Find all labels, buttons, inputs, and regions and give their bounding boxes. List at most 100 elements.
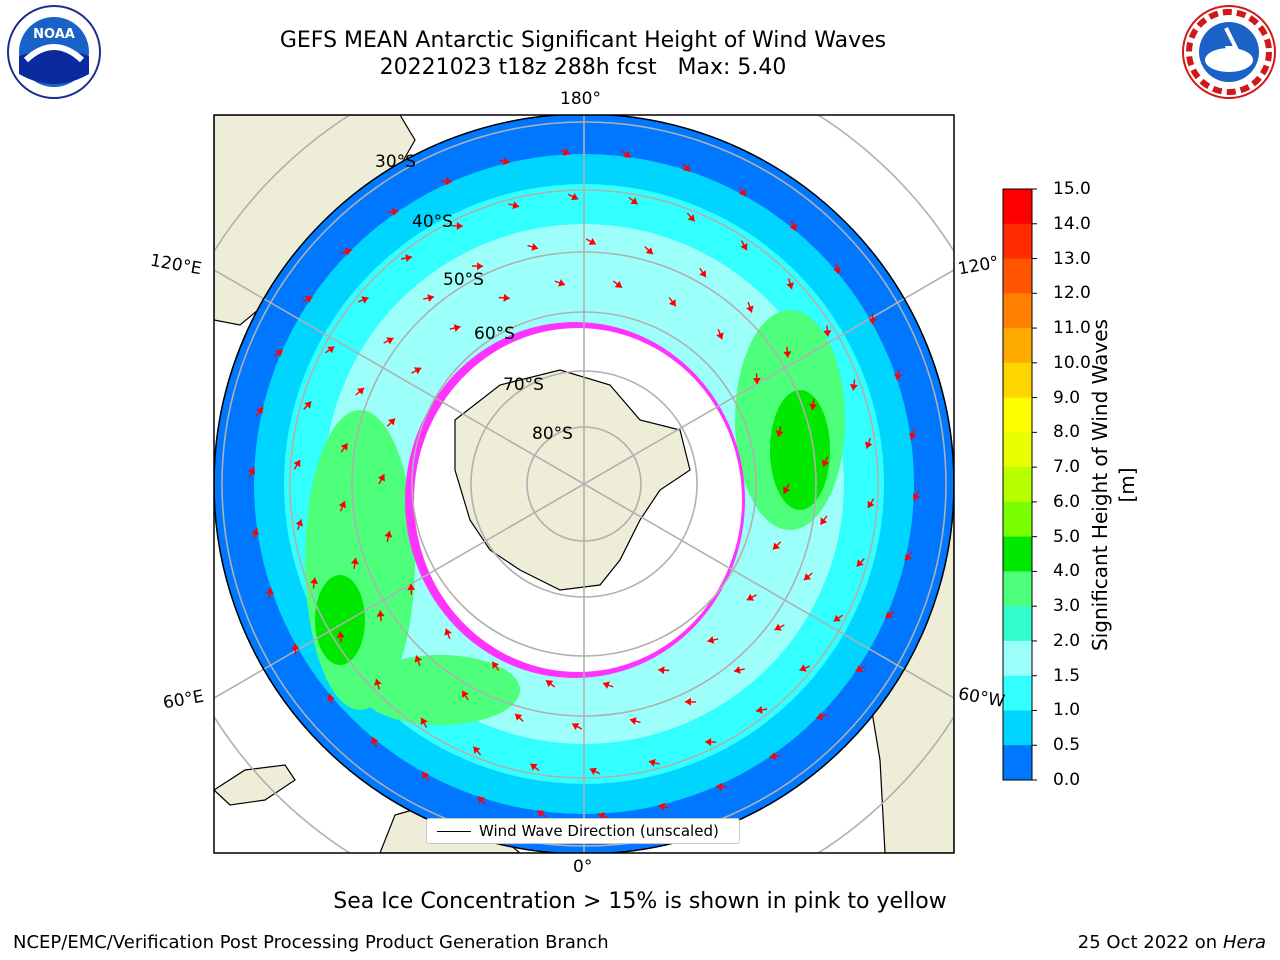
wave-zone-4p0-5p0-west	[315, 575, 365, 665]
colorbar-bin	[1003, 640, 1032, 677]
wave-direction-arrow-head	[756, 706, 763, 714]
colorbar-bin	[1003, 223, 1032, 260]
wave-direction-arrow-head	[478, 796, 486, 804]
lat-label-80s: 80°S	[532, 424, 573, 444]
wave-direction-arrow-head	[571, 193, 579, 201]
wave-direction-arrow-head	[752, 377, 761, 385]
colorbar-outline	[1002, 188, 1033, 781]
wave-direction-arrow-head	[833, 614, 841, 622]
wave-direction-arrow-head	[386, 337, 394, 345]
wave-direction-arrow-head	[589, 767, 597, 775]
footer-credit: NCEP/EMC/Verification Post Processing Pr…	[13, 932, 609, 953]
colorbar-tick-label: 2.0	[1053, 630, 1081, 651]
wave-direction-arrow-head	[772, 542, 780, 550]
wave-direction-arrow-head	[376, 610, 385, 617]
colorbar-tick-label: 1.5	[1053, 665, 1081, 686]
wave-direction-arrow-head	[716, 782, 723, 791]
wave-direction-arrow-head	[338, 501, 347, 509]
wave-direction-arrow-head	[904, 553, 912, 561]
wave-direction-arrow-head	[821, 459, 830, 467]
wave-direction-arrow-head	[392, 208, 399, 216]
colorbar-bin	[1003, 293, 1032, 329]
chart-title: GEFS MEAN Antarctic Significant Height o…	[279, 28, 887, 53]
lat-label-60s: 60°S	[474, 324, 515, 344]
wave-direction-arrow-head	[868, 318, 877, 325]
colorbar-tick-label: 10.0	[1053, 352, 1091, 373]
wave-direction-arrow-head	[645, 247, 653, 255]
lat-label-30s: 30°S	[375, 152, 416, 172]
wave-direction-arrow-head	[820, 517, 828, 525]
wave-direction-arrow-head	[738, 189, 746, 197]
colorbar-bin	[1003, 467, 1032, 503]
wave-direction-arrow-head	[630, 197, 638, 205]
wave-direction-arrow-head	[783, 351, 792, 358]
wave-direction-arrow-head	[682, 164, 690, 172]
wave-direction-arrow-head	[799, 664, 807, 672]
colorbar-bin	[1003, 745, 1032, 781]
wave-direction-arrow-head	[291, 643, 300, 650]
wave-direction-arrow-head	[816, 712, 824, 720]
wave-direction-arrow-head	[598, 812, 606, 820]
noaa-logo-text: NOAA	[33, 27, 75, 42]
wave-direction-arrow-head	[786, 282, 794, 290]
wave-direction-arrow-head	[377, 474, 385, 482]
wave-direction-arrow-head	[502, 157, 510, 166]
lat-label-50s: 50°S	[443, 270, 484, 290]
wave-direction-arrow-head	[716, 332, 724, 340]
wave-direction-arrow-head	[304, 401, 312, 409]
antarctica-land	[454, 369, 691, 591]
legend-line-swatch	[437, 830, 471, 832]
wave-direction-arrow-head	[336, 631, 345, 638]
colorbar-bin	[1003, 258, 1032, 294]
wave-direction-arrow-head	[537, 810, 545, 818]
wave-direction-arrow-head	[251, 528, 259, 536]
wave-direction-arrow-head	[775, 430, 784, 437]
colorbar-bin	[1003, 606, 1032, 642]
wave-direction-arrow-head	[295, 519, 304, 527]
wave-direction-arrow-head	[789, 223, 797, 231]
wave-direction-arrow-head	[248, 467, 255, 475]
wave-direction-arrow-head	[293, 460, 301, 468]
map-frame	[213, 114, 955, 854]
wave-direction-arrow-head	[422, 771, 430, 779]
wave-direction-arrow-head	[477, 262, 484, 271]
wave-direction-arrow-head	[740, 243, 748, 251]
wave-direction-arrow-head	[357, 387, 365, 395]
colorbar-tick-label: 13.0	[1053, 248, 1091, 269]
lat-label-40s: 40°S	[412, 212, 453, 232]
wave-direction-arrow-head	[833, 267, 842, 275]
colorbar-bin	[1003, 328, 1032, 364]
colorbar-tick-label: 9.0	[1053, 387, 1081, 408]
wave-direction-arrow-head	[361, 296, 369, 304]
colorbar-bin	[1003, 536, 1032, 572]
wave-direction-arrow-head	[885, 611, 893, 619]
colorbar-bin	[1003, 501, 1032, 538]
wave-direction-arrow-head	[453, 324, 461, 332]
wave-direction-arrow-head	[658, 666, 665, 675]
colorbar	[1002, 188, 1037, 781]
chart-subtitle: 20221023 t18z 288h fcst Max: 5.40	[379, 55, 787, 80]
wave-direction-arrow-head	[658, 802, 666, 811]
wave-direction-arrow-head	[849, 384, 858, 391]
colorbar-tick-label: 0.5	[1053, 735, 1081, 756]
wave-direction-arrow-head	[769, 752, 776, 760]
colorbar-tick-label: 0.0	[1053, 770, 1081, 790]
wave-direction-arrow-head	[909, 432, 917, 440]
wave-direction-arrow-head	[256, 407, 264, 415]
colorbar-bin	[1003, 710, 1032, 746]
map-plot-area	[214, 115, 954, 853]
wave-direction-arrow-head	[648, 758, 656, 767]
wave-direction-arrow-head	[687, 214, 695, 222]
wave-direction-arrow-head	[266, 587, 274, 595]
wave-direction-arrow-head	[530, 763, 538, 771]
wave-direction-arrow-head	[855, 665, 863, 672]
colorbar-bin	[1003, 432, 1032, 468]
wave-direction-arrow-head	[623, 150, 631, 158]
wave-direction-arrow-head	[864, 441, 873, 449]
wave-direction-arrow-head	[503, 293, 510, 302]
colorbar-bin	[1003, 675, 1032, 711]
wave-direction-arrow-head	[803, 573, 811, 581]
wave-direction-arrow-head	[531, 243, 539, 251]
wave-direction-arrow-head	[707, 636, 715, 644]
wave-direction-arrow-head	[774, 623, 782, 631]
